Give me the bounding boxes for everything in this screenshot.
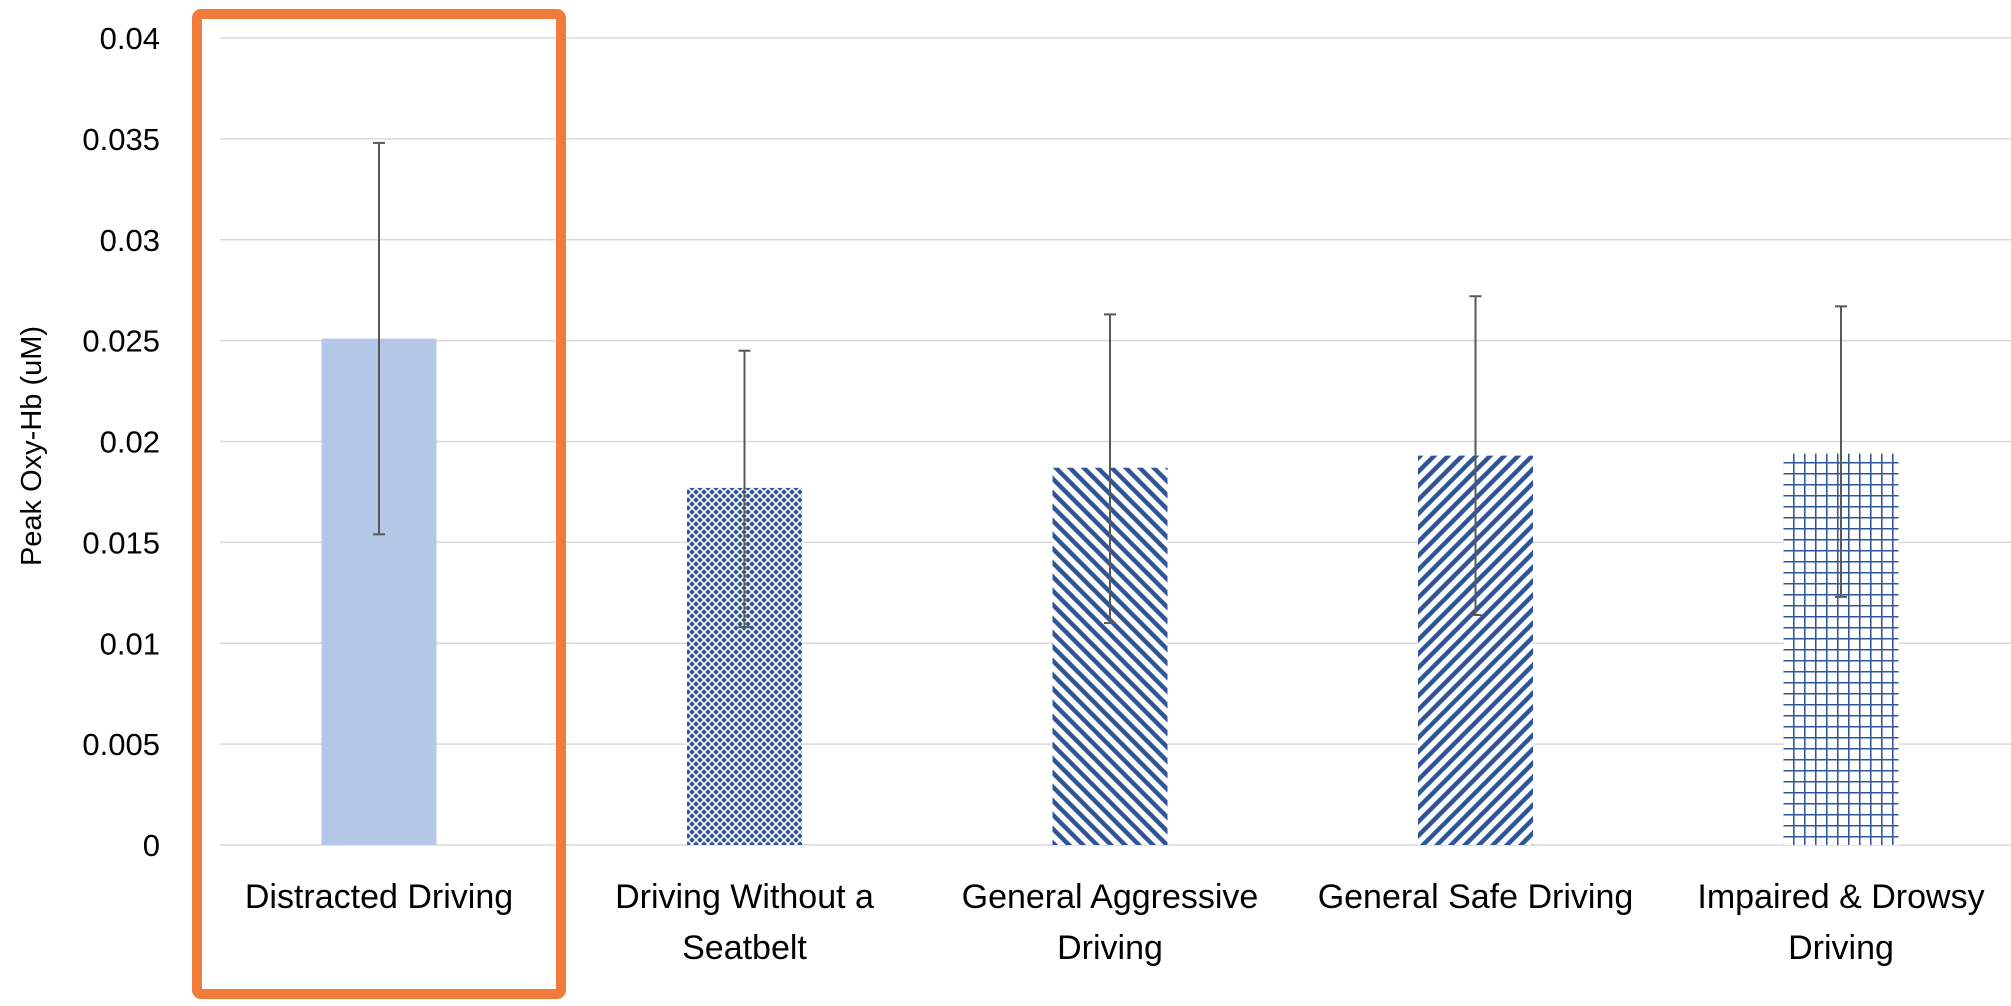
category-label: General Aggressive Driving	[962, 878, 1259, 967]
category-labels: Distracted Driving Driving Without a Seatb…	[245, 878, 1985, 967]
error-bar	[738, 349, 751, 629]
y-tick-label: 0	[143, 828, 160, 863]
category-label: Impaired & Drowsy Driving	[1697, 878, 1984, 967]
error-bar	[373, 141, 385, 536]
y-axis-title: Peak Oxy-Hb (uM)	[16, 326, 48, 566]
category-label: Driving Without a Seatbelt	[615, 878, 874, 967]
y-tick-label: 0.04	[100, 21, 160, 56]
y-tick-label: 0.005	[82, 727, 160, 762]
y-tick-label: 0.03	[100, 223, 160, 258]
error-bar	[1835, 305, 1847, 598]
error-bar	[1104, 313, 1116, 625]
error-bars	[373, 141, 1847, 629]
y-tick-label: 0.015	[82, 525, 160, 560]
y-tick-label: 0.02	[100, 425, 160, 460]
category-label: Distracted Driving	[245, 878, 513, 916]
y-tick-label: 0.025	[82, 324, 160, 359]
category-label: General Safe Driving	[1318, 878, 1634, 916]
error-bar	[1469, 295, 1482, 617]
y-tick-label: 0.035	[82, 122, 160, 157]
gridlines	[220, 37, 2011, 846]
y-tick-label: 0.01	[100, 626, 160, 661]
y-tick-labels: 0 0.005 0.01 0.015 0.02 0.025 0.03 0.035 0.04	[82, 21, 160, 863]
highlight-box	[192, 9, 566, 999]
